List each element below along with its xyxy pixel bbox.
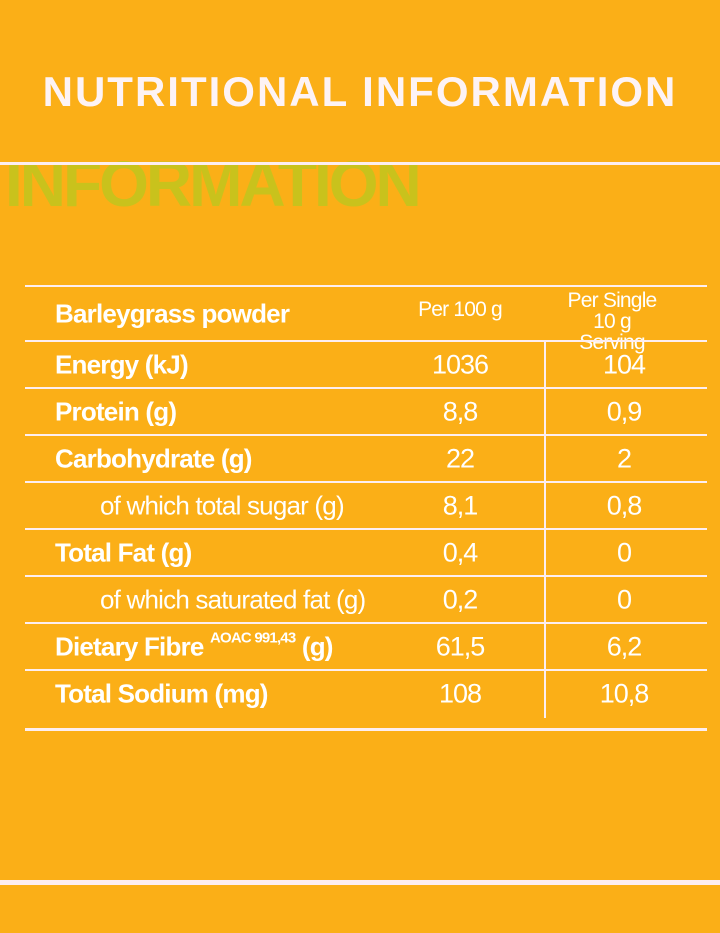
col-header-per-serving: Per Single 10 g Serving: [565, 290, 660, 353]
col-header-line2: 10 g Serving: [579, 310, 645, 354]
table-bottom-border: [25, 728, 707, 731]
value-per-serving: 10,8: [599, 678, 650, 708]
table-row: Energy (kJ) 1036 104: [25, 341, 707, 388]
row-divider: [25, 387, 707, 389]
nutrient-label: Total Sodium (mg): [55, 678, 268, 709]
value-per-serving: 0: [616, 537, 632, 567]
table-row: Protein (g) 8,8 0,9: [25, 388, 707, 435]
unit-label: (g): [301, 631, 334, 661]
table-row: Total Fat (g) 0,4 0: [25, 529, 707, 576]
value-per-serving: 0,8: [606, 490, 643, 520]
value-per-100g: 108: [438, 678, 482, 708]
col-header-per-100g: Per 100 g: [418, 298, 503, 321]
value-per-100g: 22: [445, 443, 475, 473]
value-per-100g: 0,2: [442, 584, 479, 614]
nutrient-label: Energy (kJ): [55, 349, 189, 380]
table-row: Carbohydrate (g) 22 2: [25, 435, 707, 482]
table-row: Dietary Fibre AOAC 991,43 (g) 61,5 6,2: [25, 623, 707, 670]
table-row: Total Sodium (mg) 108 10,8: [25, 670, 707, 717]
value-per-serving: 0,9: [606, 396, 643, 426]
nutrient-label: of which saturated fat (g): [100, 584, 366, 615]
bottom-divider: [0, 880, 720, 885]
nutrient-label: Total Fat (g): [55, 537, 192, 568]
value-per-100g: 0,4: [442, 537, 479, 567]
value-per-serving: 0: [616, 584, 632, 614]
nutrient-label: Protein (g): [55, 396, 177, 427]
value-per-serving: 6,2: [606, 631, 643, 661]
row-divider: [25, 481, 707, 483]
nutrient-label: Dietary Fibre AOAC 991,43 (g): [55, 629, 334, 662]
nutrient-name: Energy (kJ): [55, 349, 189, 379]
nutrient-label: of which total sugar (g): [100, 490, 345, 521]
nutrient-label: Carbohydrate (g): [55, 443, 252, 474]
table-row: of which saturated fat (g) 0,2 0: [25, 576, 707, 623]
row-divider: [25, 575, 707, 577]
table-top-border: [25, 285, 707, 287]
value-per-100g: 1036: [431, 349, 489, 379]
nutrient-name: Carbohydrate (g): [55, 443, 252, 473]
nutrient-name: of which total sugar (g): [100, 490, 345, 520]
table-row: of which total sugar (g) 8,1 0,8: [25, 482, 707, 529]
nutrient-name: Total Sodium (mg): [55, 678, 268, 708]
col-header-line1: Per Single: [567, 289, 658, 312]
nutrient-name: of which saturated fat (g): [100, 584, 366, 614]
value-per-serving: 2: [616, 443, 632, 473]
value-per-100g: 8,1: [442, 490, 479, 520]
nutrient-name: Dietary Fibre: [55, 631, 204, 661]
column-divider: [544, 341, 546, 718]
page-title: NUTRITIONAL INFORMATION: [42, 68, 678, 115]
ghost-text-artifact: INFORMATION: [5, 148, 422, 220]
value-per-serving: 104: [602, 349, 646, 379]
row-divider: [25, 528, 707, 530]
nutrient-name: Protein (g): [55, 396, 177, 426]
divider: [0, 162, 720, 165]
method-superscript: AOAC 991,43: [209, 629, 296, 646]
nutrient-name: Total Fat (g): [55, 537, 192, 567]
row-divider: [25, 622, 707, 624]
product-name: Barleygrass powder: [55, 298, 290, 329]
value-per-100g: 8,8: [442, 396, 479, 426]
row-divider: [25, 340, 707, 342]
row-divider: [25, 434, 707, 436]
table-header-row: Barleygrass powder Per 100 g Per Single …: [25, 287, 707, 353]
row-divider: [25, 669, 707, 671]
value-per-100g: 61,5: [435, 631, 486, 661]
